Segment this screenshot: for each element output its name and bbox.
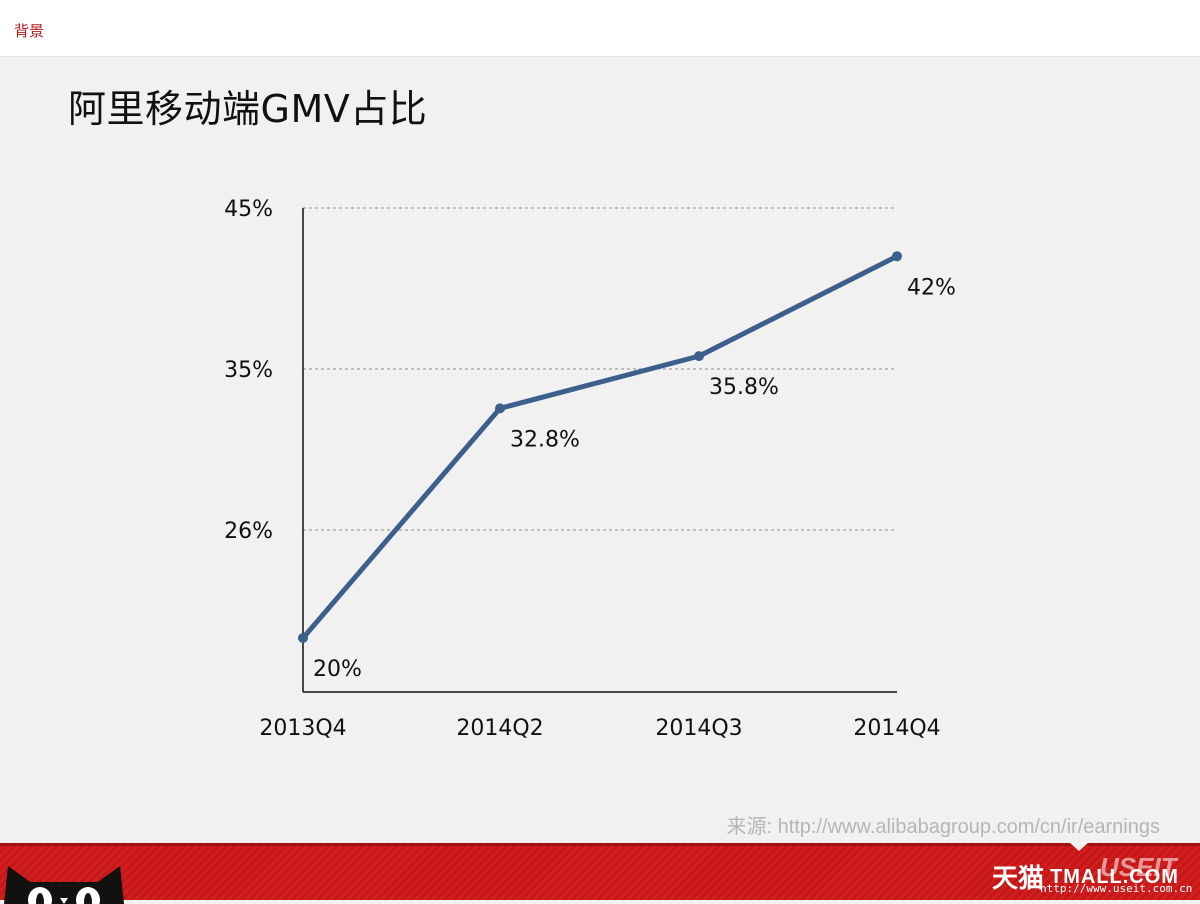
data-point bbox=[694, 351, 704, 362]
y-tick-label: 45% bbox=[224, 197, 273, 222]
data-label: 42% bbox=[907, 275, 956, 300]
y-tick-label: 35% bbox=[224, 358, 273, 383]
data-label: 20% bbox=[313, 657, 362, 682]
data-point bbox=[892, 251, 902, 262]
x-tick-label: 2014Q4 bbox=[853, 716, 940, 741]
section-label: 背景 bbox=[14, 22, 45, 40]
data-label: 35.8% bbox=[709, 375, 779, 400]
series-line bbox=[300, 253, 900, 641]
tmall-brand-text: 天猫 bbox=[992, 864, 1045, 894]
top-bar: 背景 bbox=[0, 0, 1200, 57]
x-tick-label: 2013Q4 bbox=[259, 716, 346, 741]
footer-bar: 天猫 TMALL.COM USEIT http://www.useit.com.… bbox=[0, 843, 1200, 904]
x-tick-label: 2014Q3 bbox=[655, 716, 742, 741]
source-citation: 来源: http://www.alibabagroup.com/cn/ir/ea… bbox=[726, 816, 1160, 838]
slide-title: 阿里移动端GMV占比 bbox=[68, 87, 428, 131]
footer-notch bbox=[1070, 843, 1088, 851]
data-label: 32.8% bbox=[510, 427, 580, 452]
data-point bbox=[298, 633, 308, 643]
y-tick-label: 26% bbox=[224, 519, 273, 544]
cat-mascot-icon bbox=[4, 866, 124, 904]
data-point bbox=[495, 403, 505, 414]
tmall-brand-latin: TMALL.COM bbox=[1050, 866, 1179, 888]
watermark-logo: USEIT bbox=[1100, 852, 1177, 882]
x-tick-label: 2014Q2 bbox=[456, 716, 543, 741]
watermark-url: http://www.useit.com.cn bbox=[1040, 882, 1193, 895]
